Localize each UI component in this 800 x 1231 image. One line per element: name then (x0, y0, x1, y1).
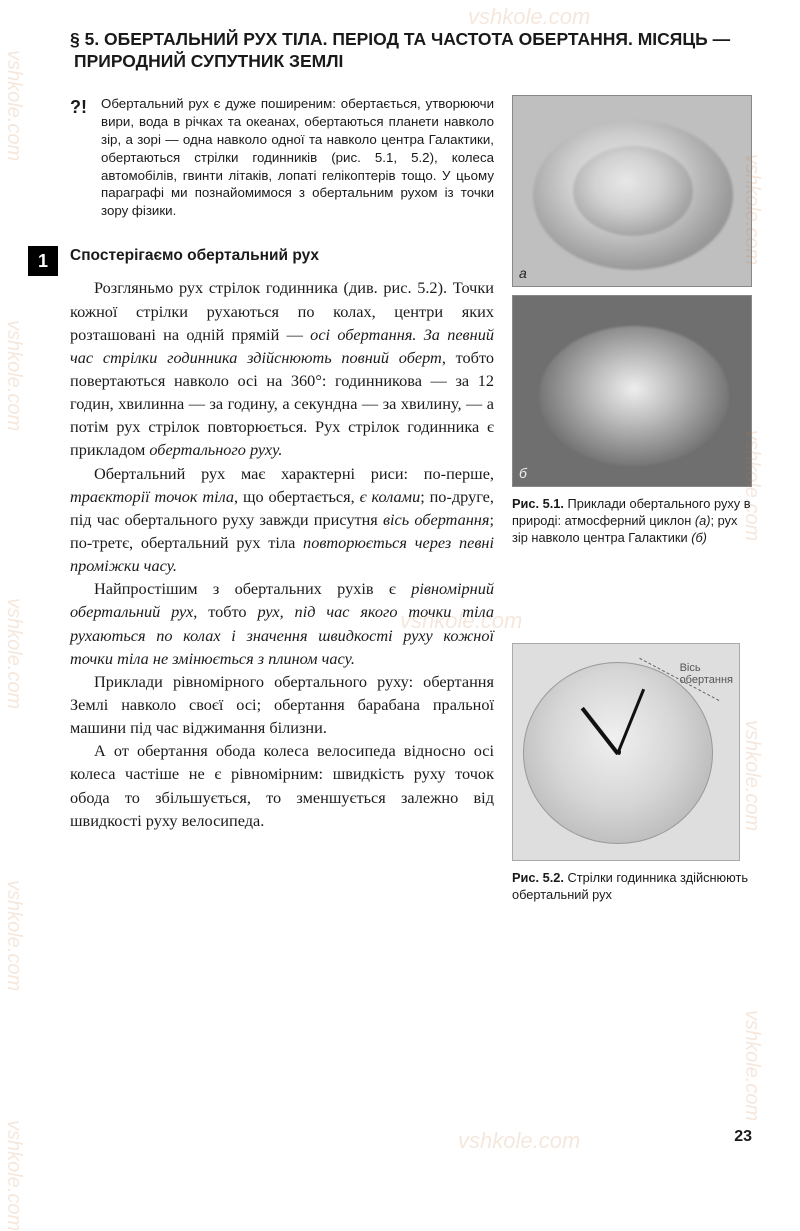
figure-5-1-b: б (512, 295, 752, 487)
subsection-1: 1 Спостерігаємо обертальний рух (70, 246, 494, 266)
page-number: 23 (734, 1128, 752, 1146)
watermark: vshkole.com (740, 1010, 763, 1121)
paragraph-1: Розгляньмо рух стрілок годинника (див. р… (70, 276, 494, 461)
figure-5-2: Вісьобертання (512, 643, 740, 861)
figure-label-a: а (519, 265, 527, 281)
subsection-number-badge: 1 (28, 246, 58, 276)
axis-label: Вісьобертання (680, 662, 733, 686)
intro-block: ?! Обертальний рух є дуже поширеним: обе… (70, 95, 494, 221)
clock-center-icon (617, 749, 621, 755)
figures-column: а б Рис. 5.1. Приклади обертального руху… (512, 95, 752, 903)
figure-5-2-caption: Рис. 5.2. Стрілки годинника здійснюють о… (512, 869, 752, 904)
subsection-title: Спостерігаємо обертальний рух (70, 246, 494, 266)
watermark: vshkole.com (458, 1128, 580, 1154)
figure-5-1-a: а (512, 95, 752, 287)
intro-text: Обертальний рух є дуже поширеним: оберта… (101, 95, 494, 221)
body-text: Розгляньмо рух стрілок годинника (див. р… (70, 276, 494, 831)
intro-marker-icon: ?! (70, 95, 87, 221)
paragraph-4: Приклади рівномірного обертального руху:… (70, 670, 494, 739)
main-text-column: ?! Обертальний рух є дуже поширеним: обе… (70, 95, 494, 903)
figure-label-b: б (519, 465, 527, 481)
paragraph-2: Обертальний рух має характерні риси: по-… (70, 462, 494, 578)
watermark: vshkole.com (2, 1120, 25, 1231)
paragraph-3: Найпростішим з обертальних рухів є рівно… (70, 577, 494, 670)
section-title: § 5. ОБЕРТАЛЬНИЙ РУХ ТІЛА. ПЕРІОД ТА ЧАС… (70, 28, 752, 73)
figure-5-1-caption: Рис. 5.1. Приклади обертального руху в п… (512, 495, 752, 547)
paragraph-5: А от обертання обода колеса велосипеда в… (70, 739, 494, 832)
